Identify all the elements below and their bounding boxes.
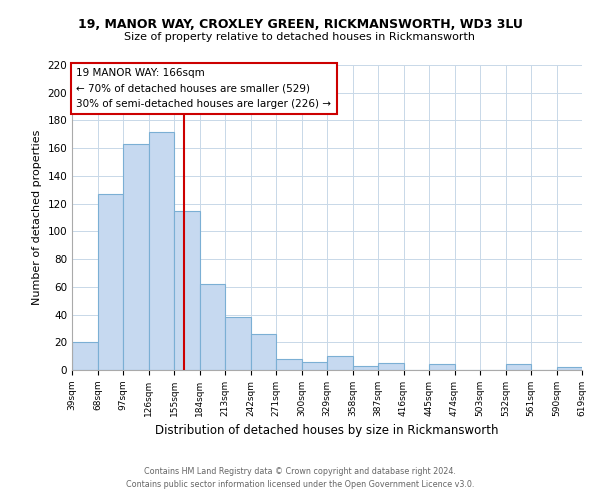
Bar xyxy=(429,364,455,370)
Bar xyxy=(378,363,404,370)
Bar xyxy=(505,364,531,370)
Bar xyxy=(174,210,199,370)
Text: Size of property relative to detached houses in Rickmansworth: Size of property relative to detached ho… xyxy=(125,32,476,42)
Bar xyxy=(327,356,353,370)
Bar xyxy=(97,194,123,370)
Bar xyxy=(123,144,149,370)
Bar xyxy=(557,367,582,370)
Text: 19, MANOR WAY, CROXLEY GREEN, RICKMANSWORTH, WD3 3LU: 19, MANOR WAY, CROXLEY GREEN, RICKMANSWO… xyxy=(77,18,523,30)
Bar xyxy=(353,366,378,370)
Bar xyxy=(72,342,97,370)
Bar xyxy=(225,318,251,370)
Text: 19 MANOR WAY: 166sqm
← 70% of detached houses are smaller (529)
30% of semi-deta: 19 MANOR WAY: 166sqm ← 70% of detached h… xyxy=(76,68,331,109)
Text: Contains public sector information licensed under the Open Government Licence v3: Contains public sector information licen… xyxy=(126,480,474,489)
X-axis label: Distribution of detached houses by size in Rickmansworth: Distribution of detached houses by size … xyxy=(155,424,499,438)
Bar xyxy=(199,284,225,370)
Y-axis label: Number of detached properties: Number of detached properties xyxy=(32,130,42,305)
Bar xyxy=(251,334,276,370)
Bar xyxy=(149,132,174,370)
Bar xyxy=(302,362,327,370)
Bar xyxy=(276,359,302,370)
Text: Contains HM Land Registry data © Crown copyright and database right 2024.: Contains HM Land Registry data © Crown c… xyxy=(144,467,456,476)
